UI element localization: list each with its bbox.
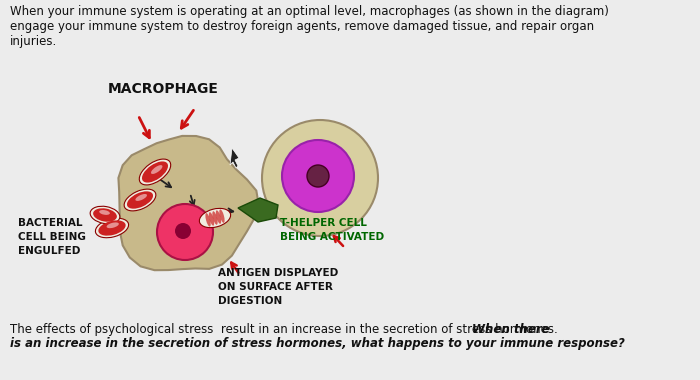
Ellipse shape [216,210,221,224]
Text: BACTERIAL
CELL BEING
ENGULFED: BACTERIAL CELL BEING ENGULFED [18,218,86,256]
Ellipse shape [90,206,120,224]
Ellipse shape [209,212,214,226]
Ellipse shape [93,208,117,222]
Ellipse shape [124,189,156,211]
Ellipse shape [212,211,218,225]
Ellipse shape [142,162,168,182]
Ellipse shape [99,220,125,236]
Text: The effects of psychological stress  result in an increase in the secretion of s: The effects of psychological stress resu… [10,323,561,336]
Ellipse shape [95,218,129,238]
Text: is an increase in the secretion of stress hormones, what happens to your immune : is an increase in the secretion of stres… [10,337,625,350]
Polygon shape [230,148,239,168]
Ellipse shape [127,191,153,209]
Ellipse shape [99,210,110,215]
Ellipse shape [151,165,162,174]
Ellipse shape [205,213,211,226]
Text: MACROPHAGE: MACROPHAGE [108,82,219,96]
Circle shape [307,165,329,187]
Text: When there: When there [472,323,550,336]
Ellipse shape [139,159,171,185]
Circle shape [262,120,378,236]
Circle shape [157,204,213,260]
Text: ANTIGEN DISPLAYED
ON SURFACE AFTER
DIGESTION: ANTIGEN DISPLAYED ON SURFACE AFTER DIGES… [218,268,338,306]
Ellipse shape [199,208,230,228]
Ellipse shape [219,209,225,223]
Text: T-HELPER CELL
BEING ACTIVATED: T-HELPER CELL BEING ACTIVATED [280,218,384,242]
Polygon shape [238,198,278,222]
Circle shape [175,223,191,239]
Ellipse shape [135,194,147,201]
Polygon shape [118,136,259,270]
Ellipse shape [106,222,119,228]
Text: When your immune system is operating at an optimal level, macrophages (as shown : When your immune system is operating at … [10,5,609,48]
Circle shape [282,140,354,212]
